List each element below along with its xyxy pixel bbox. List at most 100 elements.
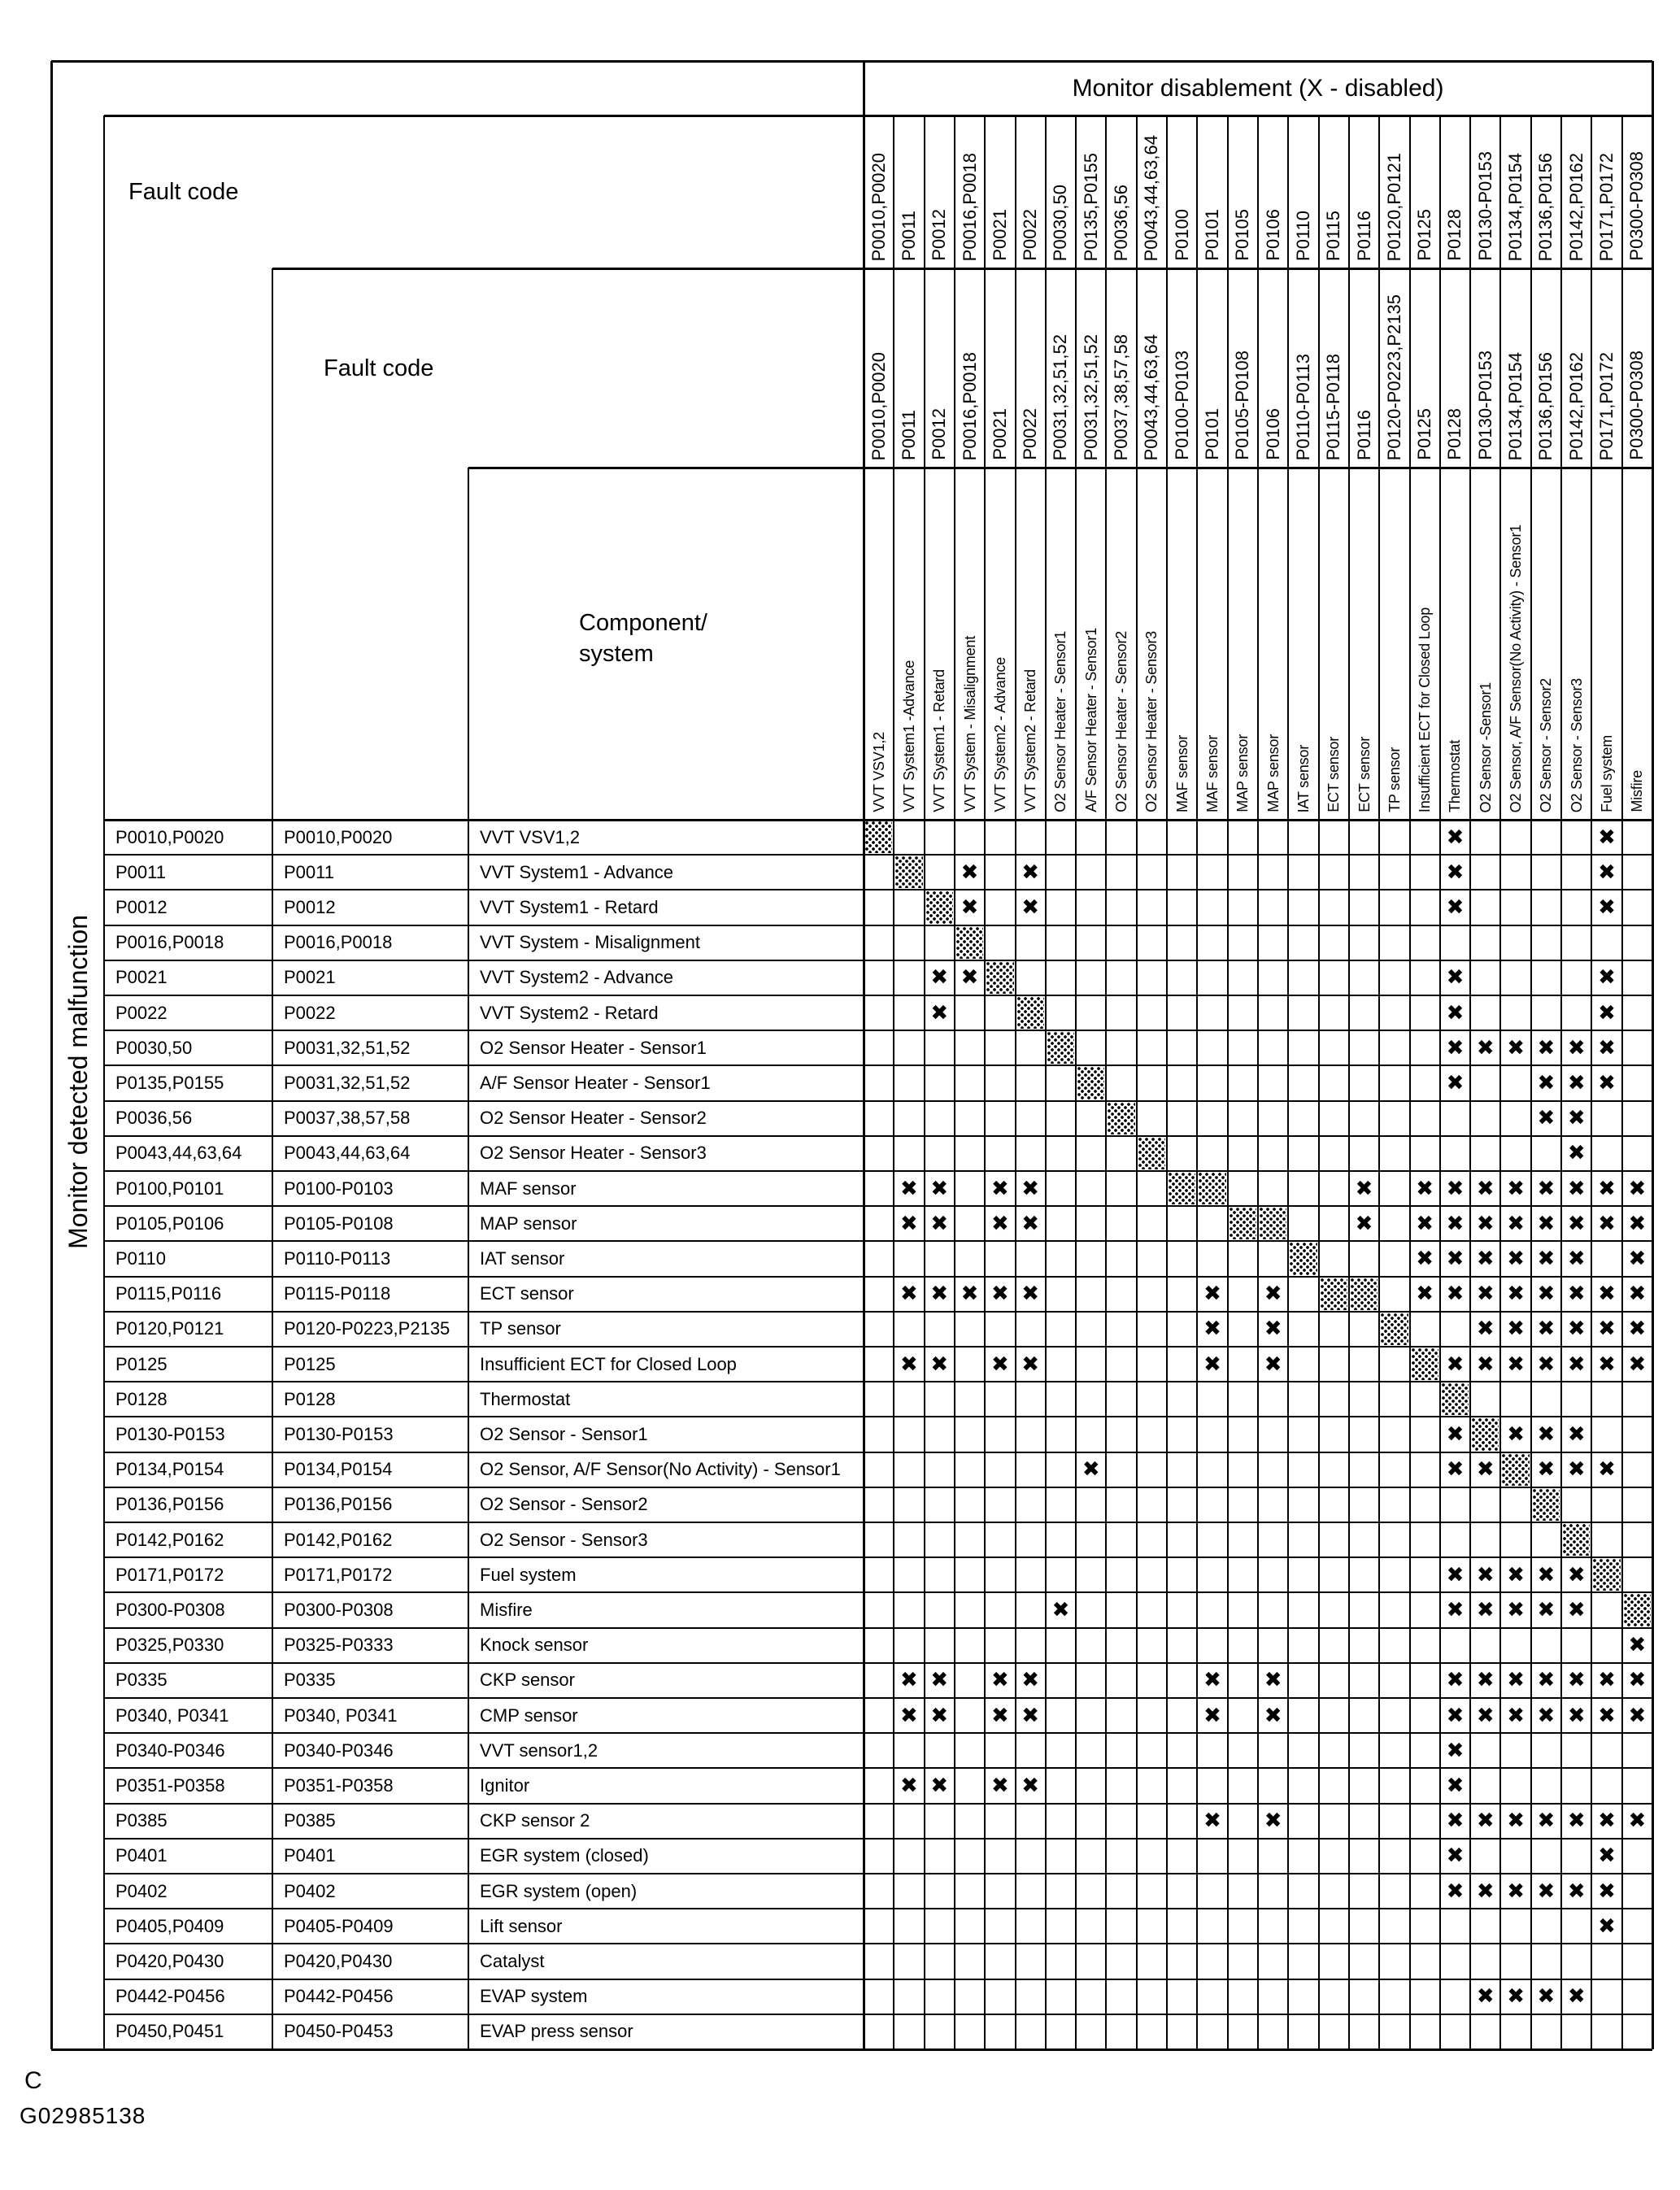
- col-header-fault-code-2-text-3: P0012: [929, 408, 950, 460]
- disabled-x-mark-r29-c20: ✖: [1446, 1809, 1465, 1834]
- row-fault-code-2-23: P0300-P0308: [272, 1592, 468, 1627]
- disabled-x-mark-r12-c19: ✖: [1416, 1211, 1434, 1236]
- grid-line-h: [272, 267, 1652, 270]
- disabled-x-mark-r28-c6: ✖: [1021, 1773, 1040, 1798]
- col-header-fault-code-1-text-9: P0036,56: [1111, 184, 1132, 261]
- row-component-17: Thermostat: [468, 1382, 864, 1417]
- disabled-x-mark-r25-c5: ✖: [990, 1668, 1009, 1693]
- row-component-text-17: Thermostat: [480, 1388, 571, 1409]
- col-header-component-text-12: MAF sensor: [1204, 734, 1221, 812]
- self-diagnosis-hatch-cell-r23-c26: [1623, 1594, 1651, 1626]
- col-header-component-text-3: VVT System1 - Retard: [931, 669, 948, 812]
- component-system-label-line2: system: [579, 641, 654, 667]
- grid-line-h: [104, 1381, 1652, 1383]
- col-header-fault-code-1-text-22: P0134,P0154: [1505, 152, 1526, 261]
- disabled-x-mark-r31-c24: ✖: [1567, 1879, 1586, 1904]
- disabled-x-mark-r16-c12: ✖: [1203, 1352, 1221, 1377]
- disabled-x-mark-r29-c25: ✖: [1598, 1809, 1616, 1834]
- row-fault-code-1-14: P0115,P0116: [104, 1277, 272, 1312]
- col-header-component-22: O2 Sensor, A/F Sensor(No Activity) - Sen…: [1500, 468, 1530, 820]
- row-fault-code-1-3: P0012: [104, 890, 272, 925]
- row-fault-code-2-text-24: P0325-P0333: [284, 1635, 394, 1656]
- row-component-text-7: O2 Sensor Heater - Sensor1: [480, 1037, 707, 1058]
- disabled-x-mark-r34-c23: ✖: [1537, 1984, 1556, 2009]
- disabled-x-mark-r16-c6: ✖: [1021, 1352, 1040, 1377]
- row-fault-code-1-text-28: P0351-P0358: [115, 1774, 225, 1796]
- row-fault-code-2-16: P0125: [272, 1347, 468, 1382]
- row-fault-code-2-text-20: P0136,P0156: [284, 1494, 393, 1515]
- row-fault-code-1-10: P0043,44,63,64: [104, 1136, 272, 1171]
- grid-line-h: [104, 1591, 1652, 1594]
- self-diagnosis-hatch-cell-r5-c5: [986, 961, 1014, 994]
- col-header-fault-code-2-text-1: P0010,P0020: [868, 351, 889, 460]
- col-header-fault-code-1-text-4: P0016,P0018: [959, 152, 980, 261]
- col-header-component-text-22: O2 Sensor, A/F Sensor(No Activity) - Sen…: [1508, 524, 1525, 812]
- row-fault-code-2-text-21: P0142,P0162: [284, 1529, 393, 1550]
- grid-line-v: [1378, 115, 1381, 2049]
- disabled-x-mark-r19-c8: ✖: [1082, 1457, 1100, 1482]
- disabled-x-mark-r16-c3: ✖: [930, 1352, 949, 1377]
- grid-line-h: [104, 1978, 1652, 1980]
- row-fault-code-1-text-25: P0335: [115, 1670, 168, 1691]
- component-system-label-line1: Component/: [579, 610, 707, 636]
- grid-line-h: [104, 1310, 1652, 1313]
- col-header-component-21: O2 Sensor -Sensor1: [1470, 468, 1500, 820]
- col-header-fault-code-2-text-19: P0125: [1414, 408, 1435, 460]
- row-component-16: Insufficient ECT for Closed Loop: [468, 1347, 864, 1382]
- row-fault-code-2-text-8: P0031,32,51,52: [284, 1072, 411, 1093]
- col-header-component-text-1: VVT VSV1,2: [870, 732, 887, 812]
- col-header-fault-code-2-text-12: P0101: [1202, 408, 1223, 460]
- row-component-29: CKP sensor 2: [468, 1804, 864, 1839]
- grid-line-v: [1499, 115, 1502, 2049]
- disabled-x-mark-r25-c3: ✖: [930, 1668, 949, 1693]
- col-header-component-text-11: MAF sensor: [1173, 734, 1190, 812]
- monitor-detected-malfunction-axis: Monitor detected malfunction: [51, 813, 104, 1350]
- col-header-component-text-13: MAP sensor: [1234, 734, 1251, 812]
- row-component-6: VVT System2 - Retard: [468, 995, 864, 1030]
- disabled-x-mark-r8-c23: ✖: [1537, 1070, 1556, 1095]
- disabled-x-mark-r15-c24: ✖: [1567, 1317, 1586, 1342]
- row-fault-code-1-text-18: P0130-P0153: [115, 1423, 225, 1444]
- row-fault-code-2-text-32: P0405-P0409: [284, 1915, 394, 1936]
- row-component-22: Fuel system: [468, 1557, 864, 1592]
- self-diagnosis-hatch-cell-r1-c1: [865, 821, 893, 854]
- row-fault-code-1-text-11: P0100,P0101: [115, 1178, 224, 1199]
- disabled-x-mark-r12-c20: ✖: [1446, 1211, 1465, 1236]
- row-component-text-25: CKP sensor: [480, 1670, 575, 1691]
- col-header-component-text-26: Misfire: [1629, 770, 1646, 812]
- row-component-text-14: ECT sensor: [480, 1283, 574, 1304]
- disabled-x-mark-r29-c14: ✖: [1264, 1809, 1282, 1834]
- disabled-x-mark-r30-c20: ✖: [1446, 1844, 1465, 1869]
- col-header-component-text-4: VVT System - Misalignment: [961, 636, 978, 812]
- row-component-text-19: O2 Sensor, A/F Sensor(No Activity) - Sen…: [480, 1459, 841, 1480]
- disabled-x-mark-r24-c26: ✖: [1628, 1633, 1647, 1658]
- col-header-fault-code-2-24: P0142,P0162: [1561, 268, 1591, 468]
- row-fault-code-2-text-13: P0110-P0113: [284, 1247, 391, 1269]
- col-header-fault-code-2-text-21: P0130-P0153: [1474, 350, 1495, 460]
- row-fault-code-2-text-19: P0134,P0154: [284, 1459, 393, 1480]
- grid-line-v: [1135, 115, 1138, 2049]
- row-fault-code-1-34: P0442-P0456: [104, 1979, 272, 2014]
- row-component-1: VVT VSV1,2: [468, 820, 864, 855]
- row-component-35: EVAP press sensor: [468, 2014, 864, 2049]
- row-fault-code-2-11: P0100-P0103: [272, 1171, 468, 1206]
- row-component-text-4: VVT System - Misalignment: [480, 932, 701, 953]
- col-header-fault-code-2-23: P0136,P0156: [1531, 268, 1561, 468]
- col-header-component-text-9: O2 Sensor Heater - Sensor2: [1113, 631, 1130, 812]
- disabled-x-mark-r31-c25: ✖: [1598, 1879, 1616, 1904]
- disabled-x-mark-r28-c5: ✖: [990, 1773, 1009, 1798]
- disabled-x-mark-r12-c22: ✖: [1507, 1211, 1525, 1236]
- row-fault-code-2-35: P0450-P0453: [272, 2014, 468, 2049]
- row-fault-code-1-27: P0340-P0346: [104, 1733, 272, 1768]
- disabled-x-mark-r7-c25: ✖: [1598, 1035, 1616, 1060]
- self-diagnosis-hatch-cell-r15-c18: [1381, 1313, 1408, 1345]
- disabled-x-mark-r15-c25: ✖: [1598, 1317, 1616, 1342]
- disabled-x-mark-r1-c20: ✖: [1446, 825, 1465, 850]
- row-component-21: O2 Sensor - Sensor3: [468, 1522, 864, 1557]
- col-header-fault-code-1-12: P0101: [1197, 115, 1227, 268]
- row-fault-code-1-30: P0401: [104, 1839, 272, 1874]
- disabled-x-mark-r16-c2: ✖: [900, 1352, 918, 1377]
- row-component-text-29: CKP sensor 2: [480, 1810, 590, 1831]
- grid-line-v: [468, 468, 469, 2049]
